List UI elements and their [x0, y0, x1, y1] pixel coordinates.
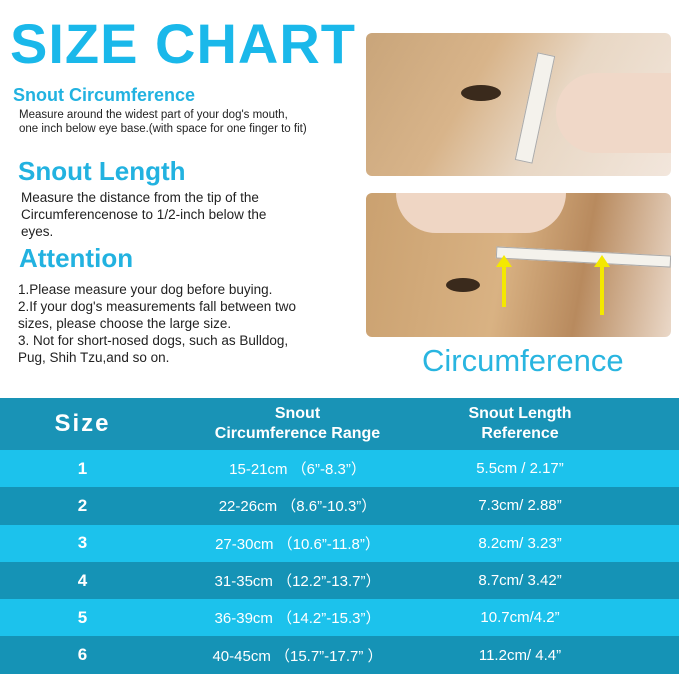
table-row: 3 27-30cm （10.6”-11.8”） 8.2cm/ 3.23” — [0, 524, 679, 562]
attention-item: 1.Please measure your dog before buying. — [18, 282, 273, 297]
table-row: 1 15-21cm （6”-8.3”） 5.5cm / 2.17” — [0, 450, 679, 488]
attention-heading: Attention — [19, 243, 134, 273]
size-table: Size Snout Circumference Range Snout Leng… — [0, 398, 679, 674]
header-size: Size — [54, 410, 111, 437]
table-row: 2 22-26cm （8.6”-10.3”） 7.3cm/ 2.88” — [0, 487, 679, 525]
attention-list: 1.Please measure your dog before buying.… — [18, 282, 318, 366]
table-row: 5 36-39cm （14.2”-15.3”） 10.7cm/4.2” — [0, 599, 679, 637]
snout-circumference-heading: Snout Circumference — [13, 85, 196, 105]
dog-circumference-photo — [366, 33, 671, 176]
dog-length-photo — [366, 193, 671, 337]
snout-length-heading: Snout Length — [18, 156, 186, 186]
snout-circumference-text: Measure around the widest part of your d… — [19, 109, 307, 136]
header-length: Snout Length Reference — [468, 405, 572, 442]
table-header: Size Snout Circumference Range Snout Leng… — [0, 398, 679, 450]
page-title: SIZE CHART — [10, 12, 356, 75]
attention-item: 2.If your dog's measurements fall betwee… — [18, 298, 296, 331]
header-circumference: Snout Circumference Range — [214, 405, 381, 442]
attention-item: 3. Not for short-nosed dogs, such as Bul… — [18, 332, 289, 365]
table-row: 4 31-35cm （12.2”-13.7”） 8.7cm/ 3.42” — [0, 561, 679, 600]
table-row: 6 40-45cm （15.7”-17.7” ） 11.2cm/ 4.4” — [0, 636, 679, 674]
snout-length-text: Measure the distance from the tip of the… — [21, 190, 267, 239]
photo-caption: Circumference — [422, 343, 624, 378]
